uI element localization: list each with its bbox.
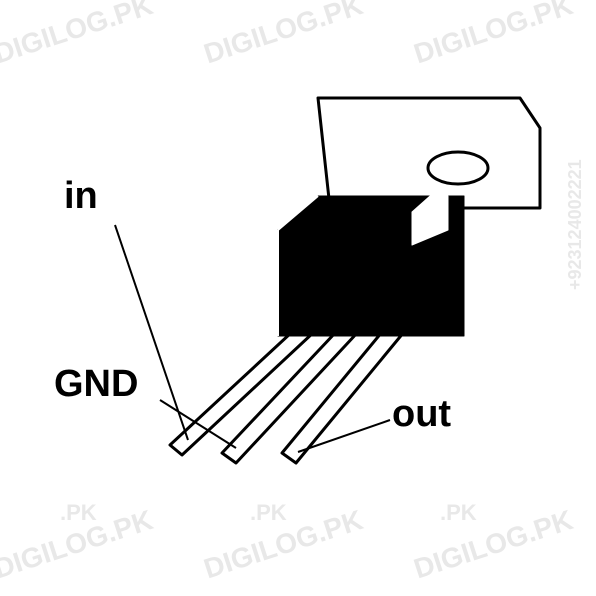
component-drawing xyxy=(0,0,596,596)
diagram-canvas: DIGILOG.PKDIGILOG.PKDIGILOG.PK+923124002… xyxy=(0,0,596,596)
pin-label-gnd: GND xyxy=(54,363,138,406)
pin-label-out: out xyxy=(392,393,451,436)
pin-label-in: in xyxy=(64,175,98,218)
